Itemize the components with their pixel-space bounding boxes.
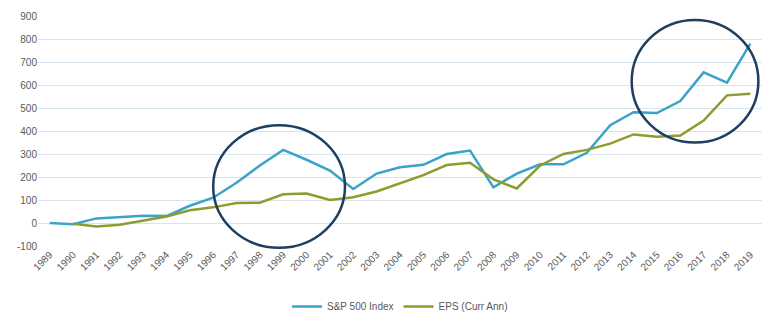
svg-text:1990: 1990 (54, 249, 78, 273)
svg-text:1989: 1989 (31, 249, 55, 273)
svg-text:2003: 2003 (358, 249, 382, 273)
svg-text:1999: 1999 (265, 249, 289, 273)
svg-text:1991: 1991 (78, 249, 102, 273)
svg-text:2001: 2001 (311, 249, 335, 273)
svg-text:2012: 2012 (568, 249, 592, 273)
svg-text:2014: 2014 (615, 249, 639, 273)
svg-text:1996: 1996 (195, 249, 219, 273)
svg-text:2017: 2017 (685, 249, 709, 273)
svg-text:2005: 2005 (405, 249, 429, 273)
svg-text:1998: 1998 (241, 249, 265, 273)
svg-text:1994: 1994 (148, 249, 172, 273)
svg-text:2015: 2015 (638, 249, 662, 273)
svg-text:2009: 2009 (498, 249, 522, 273)
svg-text:2004: 2004 (381, 249, 405, 273)
svg-text:2000: 2000 (288, 249, 312, 273)
svg-text:1992: 1992 (101, 249, 125, 273)
svg-text:2019: 2019 (732, 249, 756, 273)
svg-text:2007: 2007 (451, 249, 475, 273)
svg-text:1993: 1993 (125, 249, 149, 273)
svg-text:0: 0 (31, 218, 37, 229)
svg-text:S&P 500 Index: S&P 500 Index (327, 301, 394, 312)
svg-text:2006: 2006 (428, 249, 452, 273)
svg-text:2002: 2002 (335, 249, 359, 273)
svg-text:800: 800 (20, 34, 37, 45)
svg-text:2008: 2008 (475, 249, 499, 273)
svg-text:2011: 2011 (545, 249, 568, 272)
svg-text:2016: 2016 (662, 249, 686, 273)
svg-text:900: 900 (20, 11, 37, 22)
svg-text:600: 600 (20, 80, 37, 91)
svg-text:700: 700 (20, 57, 37, 68)
svg-text:500: 500 (20, 103, 37, 114)
svg-text:200: 200 (20, 172, 37, 183)
svg-text:400: 400 (20, 126, 37, 137)
svg-text:300: 300 (20, 149, 37, 160)
svg-text:100: 100 (20, 195, 37, 206)
svg-text:1995: 1995 (171, 249, 195, 273)
svg-text:2018: 2018 (708, 249, 732, 273)
svg-text:EPS (Curr Ann): EPS (Curr Ann) (439, 301, 508, 312)
svg-text:2010: 2010 (522, 249, 546, 273)
svg-text:2013: 2013 (592, 249, 616, 273)
svg-text:1997: 1997 (218, 249, 242, 273)
svg-text:-100: -100 (17, 241, 37, 252)
